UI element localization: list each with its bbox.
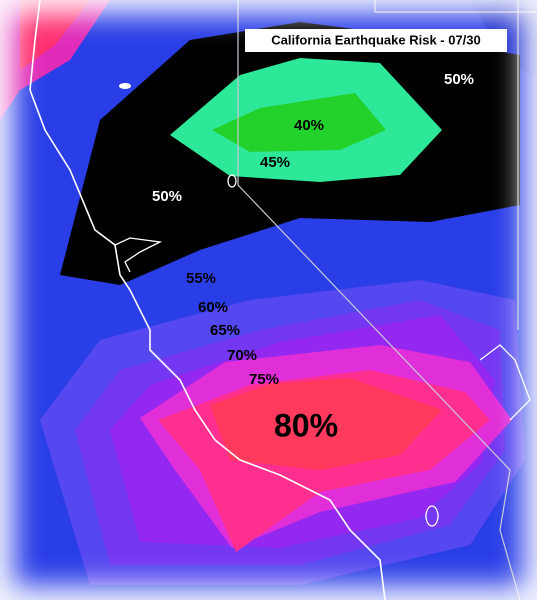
state-border: [237, 0, 521, 600]
risk-zone: [210, 378, 442, 470]
coastline: [479, 344, 531, 421]
coastline: [114, 237, 163, 273]
risk-zone: [212, 93, 386, 152]
contour-label: 50%: [152, 188, 182, 205]
contour-label: 80%: [274, 407, 338, 443]
island: [425, 505, 439, 527]
contour-label: 50%: [444, 71, 474, 88]
lake: [119, 83, 131, 89]
contour-label: 60%: [198, 299, 228, 316]
contour-label: 55%: [186, 270, 216, 287]
lake: [227, 174, 237, 188]
title-box: [245, 29, 507, 52]
contour-label: 45%: [260, 154, 290, 171]
contour-label: 65%: [210, 322, 240, 339]
map-title: California Earthquake Risk - 07/30: [271, 32, 481, 47]
state-border: [374, 0, 537, 13]
contour-label: 70%: [227, 347, 257, 364]
coastline: [29, 0, 386, 600]
contour-label: 75%: [249, 371, 279, 388]
contour-label: 40%: [294, 117, 324, 134]
